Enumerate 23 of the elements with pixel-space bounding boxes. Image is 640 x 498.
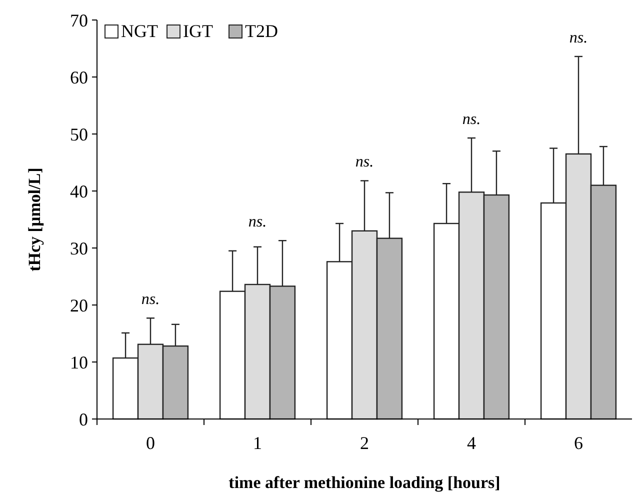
y-tick-label: 60 <box>70 67 88 88</box>
x-tick-label: 4 <box>467 433 476 453</box>
annotation: ns. <box>569 29 588 46</box>
x-tick-label: 6 <box>574 433 583 453</box>
x-tick-label: 2 <box>360 433 369 453</box>
annotation: ns. <box>462 110 481 128</box>
legend-label: T2D <box>245 21 278 41</box>
x-tick-label: 0 <box>146 433 155 453</box>
y-axis-title: tHcy [µmol/L] <box>25 168 44 272</box>
annotation: ns. <box>355 154 374 171</box>
y-tick-label: 50 <box>70 124 88 144</box>
y-tick-label: 0 <box>79 409 88 430</box>
legend-label: NGT <box>121 21 158 41</box>
x-tick-label: 1 <box>253 433 262 453</box>
y-tick-label: 10 <box>70 352 88 372</box>
y-tick-label: 40 <box>70 181 88 202</box>
y-tick-label: 70 <box>70 10 88 30</box>
annotation: ns. <box>141 291 160 308</box>
y-tick-label: 30 <box>70 238 88 258</box>
x-axis-title: time after methionine loading [hours] <box>228 473 500 492</box>
annotation: ns. <box>248 214 267 231</box>
legend-label: IGT <box>183 21 213 41</box>
y-tick-label: 20 <box>70 295 88 316</box>
